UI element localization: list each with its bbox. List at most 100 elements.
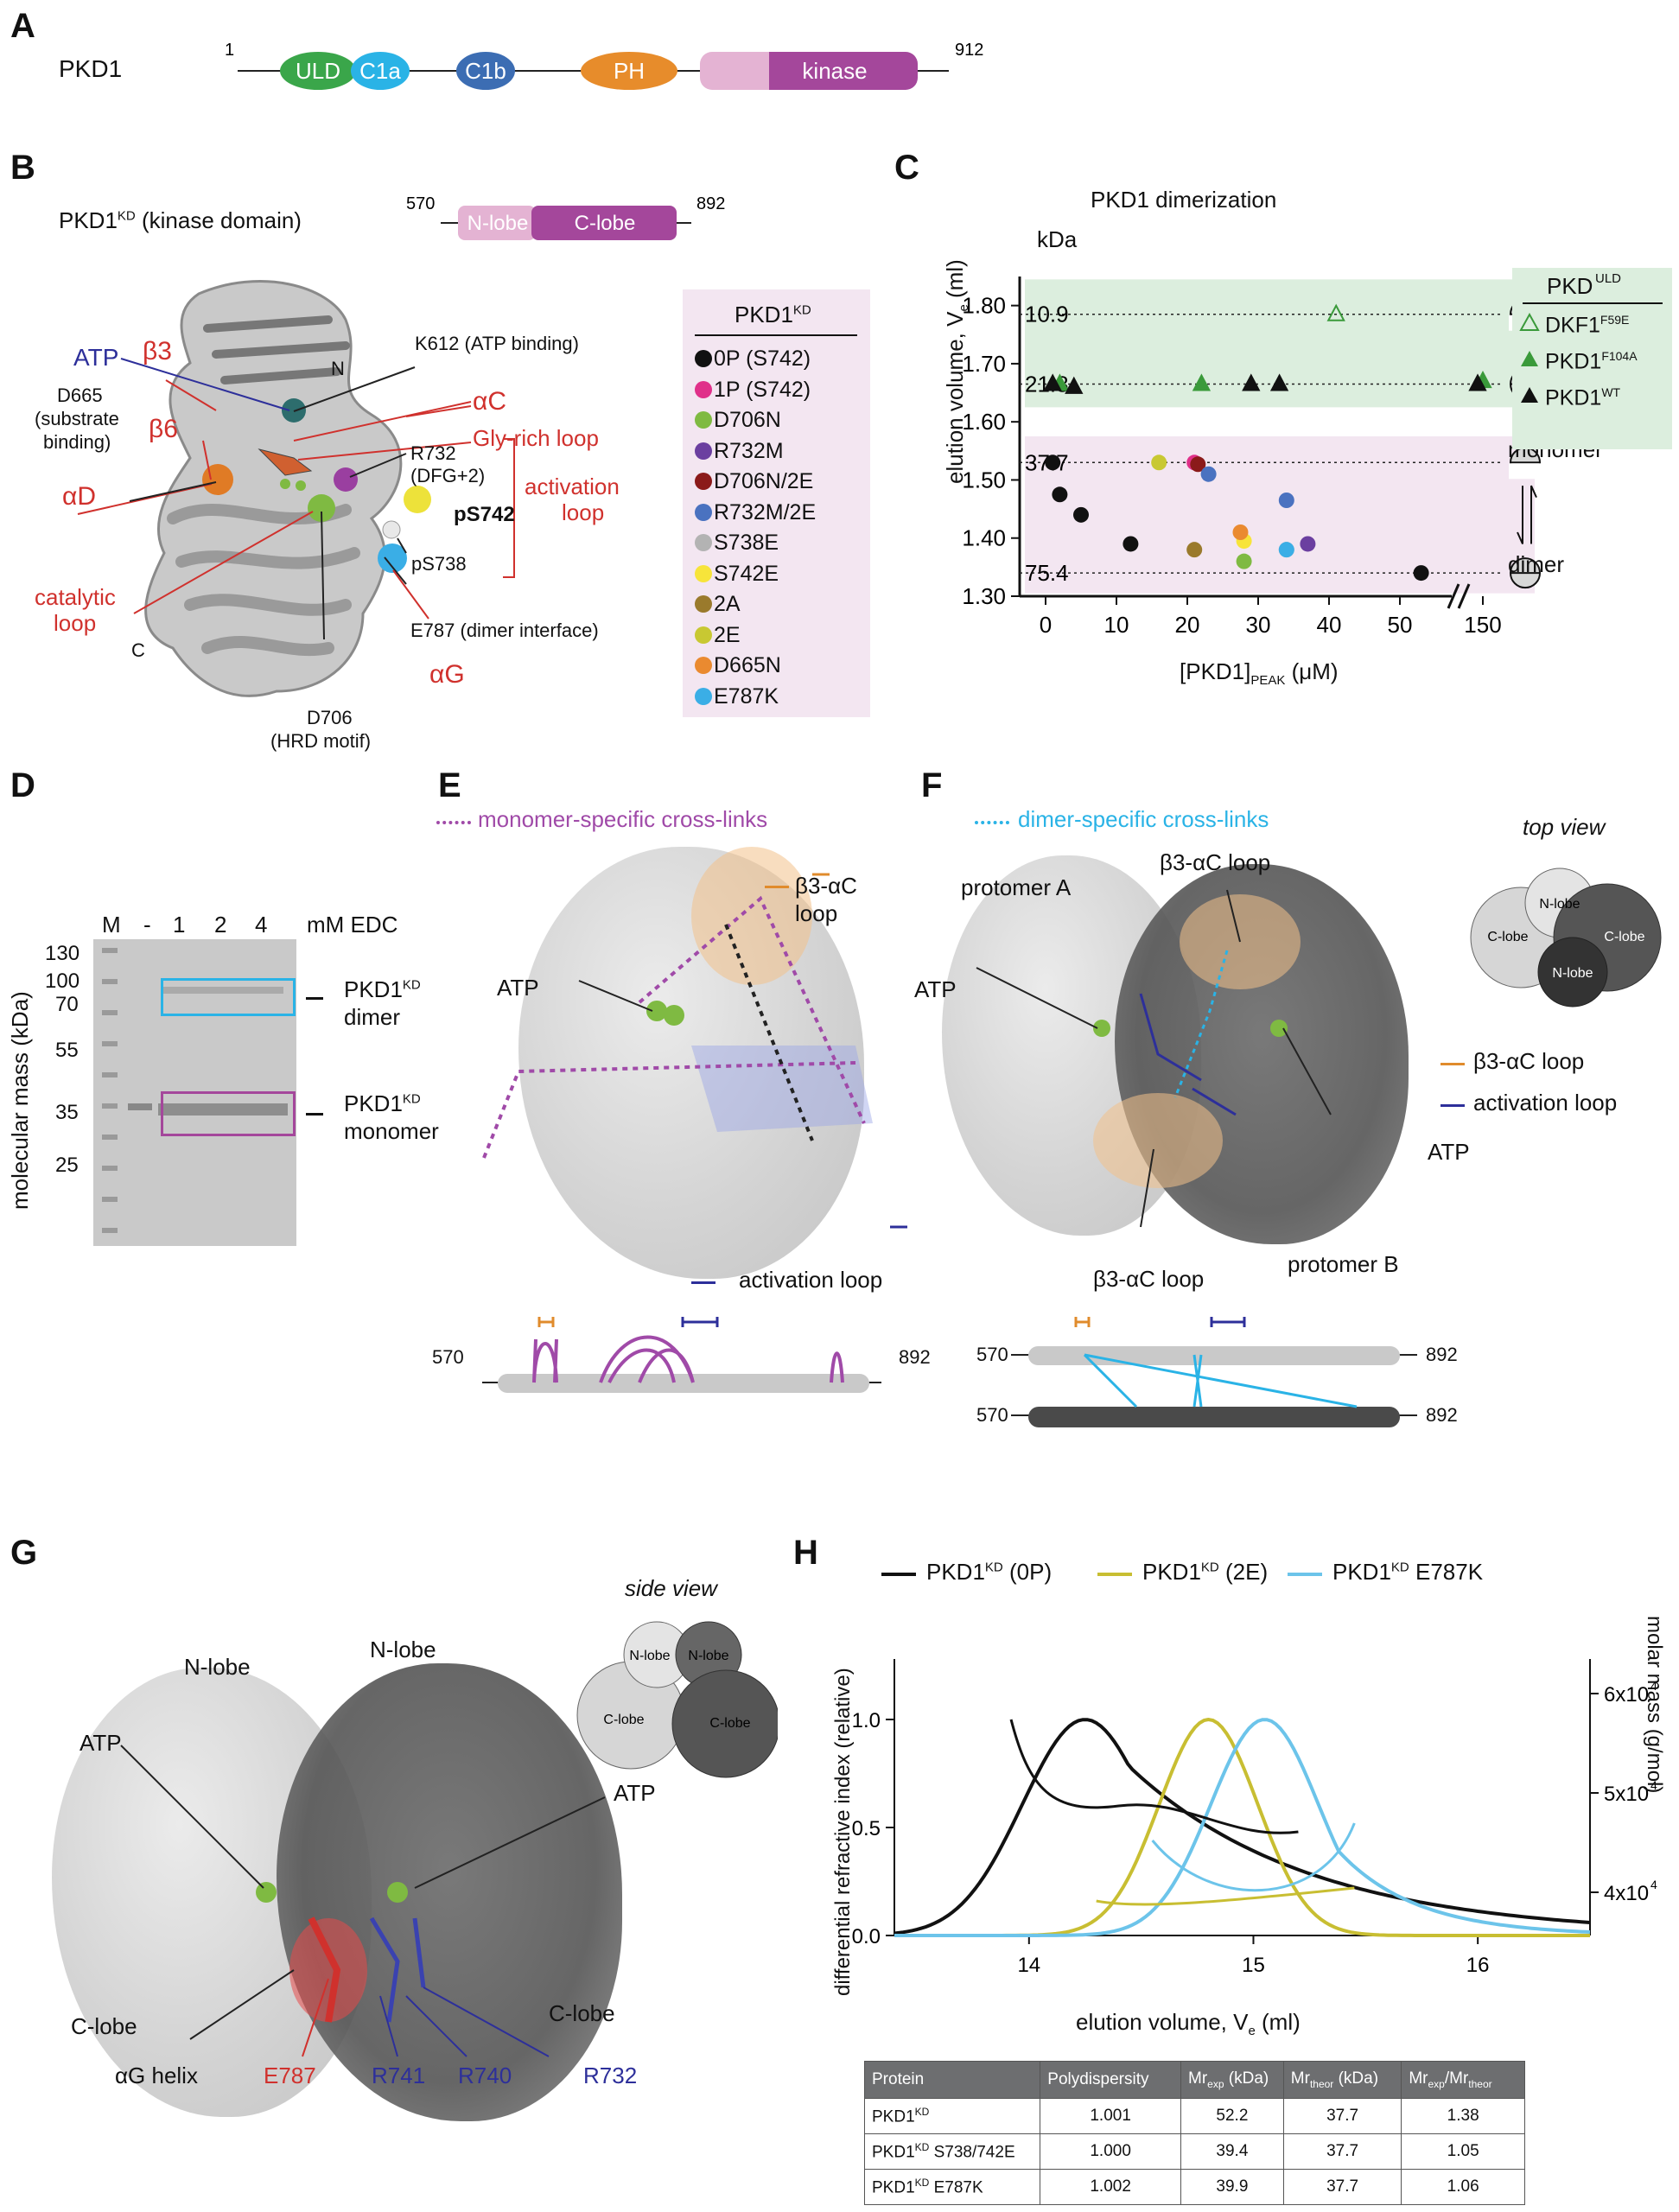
sec-mals-legend: PKD1KD (0P) PKD1KD (2E) PKD1KD E787K [881, 1555, 1676, 1590]
dimer-crosslinks-legend: dimer-specific cross-links [1018, 806, 1269, 832]
protomer-b-label: protomer B [1288, 1251, 1399, 1277]
d665-label: D665 [57, 385, 103, 406]
legend-item: S742E [714, 561, 779, 586]
mass-2e [1096, 1886, 1355, 1906]
data-point [1186, 542, 1203, 558]
data-point [1278, 493, 1294, 508]
d706-label: D706 [307, 707, 353, 728]
sec-mals-table: Protein Polydispersity Mrexp (kDa) Mrthe… [863, 2061, 1525, 2205]
legend-line [881, 1573, 916, 1576]
ph-domain [581, 52, 677, 90]
atp-right-label: ATP [1428, 1139, 1470, 1165]
svg-text:N-lobe: N-lobe [688, 1649, 728, 1663]
data-point [1052, 486, 1068, 503]
h-ylabel-left: differential refractive index (relative) [831, 1668, 855, 1996]
panel-g-label: G [10, 1534, 38, 1572]
svg-text:4: 4 [1650, 1878, 1657, 1891]
kda-mark: 75.4 [1025, 560, 1069, 586]
dimer-protomer-b [277, 1663, 622, 2121]
e787-label: E787 (dimer interface) [410, 620, 599, 641]
kinase-domain [769, 52, 918, 90]
legend-item: 2A [714, 592, 741, 616]
uld-legend: PKD ULD DKF1F59E PKD1F104A PKD1WT [1512, 268, 1672, 449]
b3ac-top-label: β3-αC loop [1160, 849, 1271, 875]
data-point-triangle [1043, 373, 1062, 391]
legend-line [1097, 1573, 1132, 1576]
monomer-label-d: PKD1KD [344, 1090, 421, 1116]
legend-swatch [695, 626, 712, 644]
r740-label: R740 [458, 2063, 512, 2088]
uld-domain [280, 52, 356, 90]
mutant-legend: PKD1KD 0P (S742) 1P (S742) D706N R732M D706N… [683, 289, 870, 717]
legend-item: 0P (S742) [714, 346, 811, 371]
legend-item: D665N [714, 653, 781, 677]
svg-text:C-lobe: C-lobe [603, 1713, 644, 1727]
equilibrium-arrow [1517, 486, 1523, 544]
h-ylabel-right: molar mass (g/mol) [1643, 1616, 1666, 1794]
h-xlabel: elution volume, Ve (ml) [1076, 2009, 1301, 2039]
legend-swatch [695, 442, 712, 460]
b3-label: β3 [143, 337, 172, 365]
y-tick-label: 1.70 [962, 351, 1006, 377]
legend-item: D706N/2E [714, 469, 814, 493]
data-point [1045, 454, 1061, 471]
chart-ylabel: elution volume, Ve (ml) [942, 259, 972, 484]
edc-unit: mM EDC [307, 912, 398, 938]
r732-label-g: R732 [583, 2063, 638, 2088]
chart-xlabel: [PKD1]PEAK (μM) [1180, 658, 1339, 689]
e787-sphere [378, 543, 407, 573]
svg-text:kinase: kinase [802, 58, 867, 84]
legend-swatch [695, 534, 712, 551]
h-y-tick-label: 0.0 [852, 1925, 881, 1948]
x-tick-label: 10 [1104, 612, 1129, 638]
svg-text:ULD: ULD [296, 58, 340, 84]
activation-loop-label-e: activation loop [739, 1267, 883, 1293]
svg-text:C-lobe: C-lobe [575, 212, 636, 235]
pkd1-domain-diagram: 1 912 ULD C1a C1b PH kinase [225, 41, 983, 90]
h-y-tick-label: 0.5 [852, 1817, 881, 1840]
top-view-label: top view [1523, 814, 1606, 840]
e787-label-g: E787 [264, 2063, 316, 2088]
svg-text:892: 892 [696, 194, 725, 213]
atp-label: ATP [73, 344, 119, 371]
y-tick-label: 1.40 [962, 525, 1006, 551]
svg-text:N-lobe: N-lobe [1539, 897, 1580, 912]
pkd1-end: 912 [955, 41, 983, 60]
svg-text:C1b: C1b [465, 58, 506, 84]
legend-title: PKD1KD [735, 302, 811, 327]
legend-swatch [695, 380, 712, 398]
data-point [1232, 524, 1249, 540]
x-tick-label: 150 [1464, 612, 1501, 638]
top-view-schematic: N-lobe C-lobe C-lobe N-lobe [1470, 868, 1662, 1007]
kda-label: kDa [1037, 226, 1078, 252]
atp-label-e: ATP [497, 975, 539, 1001]
kd-band [1025, 436, 1535, 594]
s742-sphere [404, 486, 431, 513]
svg-text:C1a: C1a [359, 58, 401, 84]
dimer-band-box [161, 978, 296, 1016]
legend-item: S738E [714, 531, 779, 555]
leg-b3ac-f: β3-αC loop [1473, 1048, 1585, 1074]
h-right-tick-label: 4x10 [1604, 1882, 1649, 1905]
svg-text:4: 4 [1650, 1679, 1657, 1693]
c1a-domain [351, 52, 410, 90]
y-tick-label: 1.60 [962, 409, 1006, 435]
panel-a-protein: PKD1 [59, 55, 123, 82]
h-x-tick-label: 16 [1466, 1954, 1490, 1977]
panel-d-label: D [10, 766, 35, 804]
legend-item: R732M/2E [714, 499, 817, 524]
clobe-label-g1: C-lobe [71, 2013, 137, 2039]
kinase-structure [77, 280, 515, 697]
nlobe-label-g2: N-lobe [370, 1637, 436, 1662]
trace-0p [894, 1718, 1591, 1936]
x-tick-label: 40 [1317, 612, 1342, 638]
legend-swatch [695, 595, 712, 613]
legend-item: E787K [714, 683, 779, 709]
data-point-triangle [1468, 373, 1487, 391]
table-row: PKD1KD S738/742E 1.000 39.4 37.7 1.05 [863, 2133, 1525, 2170]
b6-label: β6 [149, 415, 178, 443]
data-point [1073, 506, 1089, 523]
panel-h-label: H [793, 1534, 818, 1572]
b3ac-bottom-label: β3-αC loop [1093, 1266, 1205, 1292]
